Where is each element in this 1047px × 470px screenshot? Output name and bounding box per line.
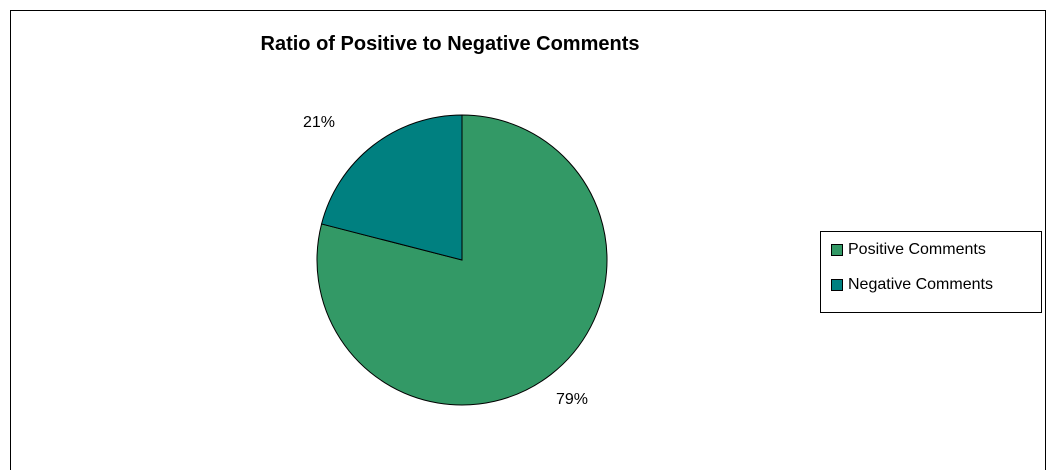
pie-slice-negative xyxy=(320,114,463,261)
data-label-negative: 21% xyxy=(303,114,335,131)
legend-swatch-positive xyxy=(831,244,843,256)
chart-area xyxy=(10,10,1046,470)
legend: Positive Comments Negative Comments xyxy=(820,231,1042,313)
legend-label-positive: Positive Comments xyxy=(848,241,986,258)
legend-label-negative: Negative Comments xyxy=(848,276,993,293)
legend-item-positive: Positive Comments xyxy=(831,241,986,259)
legend-swatch-negative xyxy=(831,279,843,291)
legend-item-negative: Negative Comments xyxy=(831,276,993,294)
data-label-positive: 79% xyxy=(556,391,588,408)
chart-title: Ratio of Positive to Negative Comments xyxy=(260,33,640,55)
